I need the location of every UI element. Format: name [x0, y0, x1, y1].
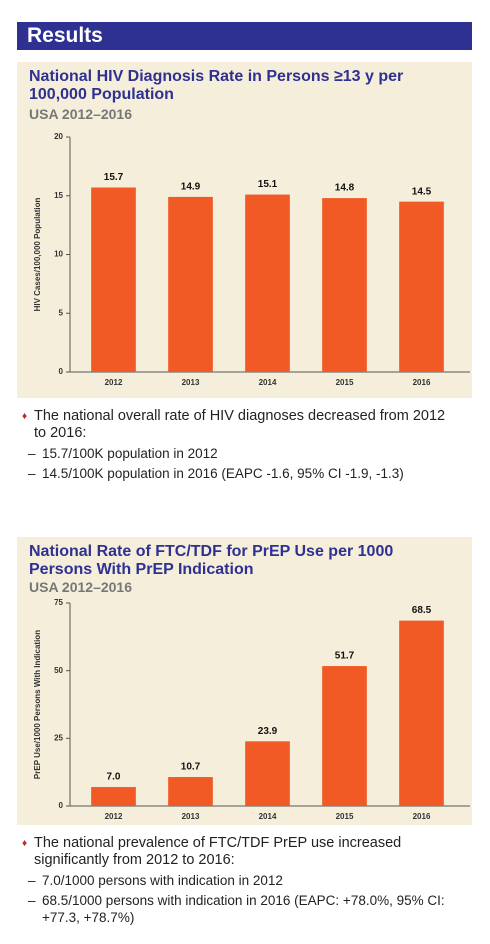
bullet-block: The national overall rate of HIV diagnos… [20, 408, 460, 482]
bar [399, 201, 444, 372]
x-tick-label: 2013 [182, 812, 200, 821]
value-label: 51.7 [335, 651, 355, 662]
bar [91, 787, 136, 806]
bar [245, 741, 290, 806]
value-label: 23.9 [258, 726, 278, 737]
y-tick-label: 0 [59, 367, 64, 376]
sub-bullet: 14.5/100K population in 2016 (EAPC -1.6,… [20, 465, 460, 482]
sub-bullet: 15.7/100K population in 2012 [20, 445, 460, 462]
value-label: 68.5 [412, 605, 432, 616]
value-label: 15.7 [104, 172, 124, 183]
bar [168, 777, 213, 806]
chart: 0 25 50 75 PrEP Use/1000 Persons With Indica… [33, 598, 470, 821]
y-tick-label: 75 [54, 598, 63, 607]
sub-bullet: 68.5/1000 persons with indication in 201… [20, 892, 460, 926]
y-axis-label: HIV Cases/100,000 Population [33, 197, 42, 311]
chart: 0 5 10 15 20 HIV Cases/100,000 Population 2012… [33, 132, 470, 387]
y-tick-label: 20 [54, 132, 63, 141]
y-tick-label: 10 [54, 250, 63, 259]
sub-bullet: 7.0/1000 persons with indication in 2012 [20, 872, 460, 889]
y-tick-label: 50 [54, 666, 63, 675]
x-tick-label: 2012 [105, 812, 123, 821]
x-tick-label: 2015 [336, 378, 354, 387]
bullet: The national overall rate of HIV diagnos… [20, 408, 460, 442]
x-tick-label: 2015 [336, 812, 354, 821]
x-tick-label: 2012 [105, 378, 123, 387]
section-header: Results [17, 22, 472, 50]
chart-subtitle: USA 2012–2016 [29, 579, 133, 595]
value-label: 15.1 [258, 179, 278, 190]
x-tick-label: 2016 [413, 812, 431, 821]
bar [245, 194, 290, 372]
chart-panel: National Rate of FTC/TDF for PrEP Use pe… [17, 537, 472, 825]
x-tick-label: 2014 [259, 812, 277, 821]
y-axis-label: PrEP Use/1000 Persons With Indication [33, 630, 42, 779]
bar [91, 187, 136, 372]
chart-title: National HIV Diagnosis Rate in Persons ≥… [29, 68, 404, 103]
x-tick-label: 2014 [259, 378, 277, 387]
value-label: 10.7 [181, 762, 201, 773]
y-tick-label: 0 [59, 801, 64, 810]
bar [322, 198, 367, 372]
value-label: 14.5 [412, 186, 432, 197]
chart-panel: National HIV Diagnosis Rate in Persons ≥… [17, 62, 472, 398]
bar [322, 666, 367, 806]
bullet-block: The national prevalence of FTC/TDF PrEP … [20, 835, 460, 926]
x-tick-label: 2016 [413, 378, 431, 387]
bar [168, 196, 213, 372]
y-tick-label: 25 [54, 733, 63, 742]
chart-title: National Rate of FTC/TDF for PrEP Use pe… [29, 543, 394, 578]
bullet: The national prevalence of FTC/TDF PrEP … [20, 835, 460, 869]
y-tick-label: 15 [54, 191, 63, 200]
y-tick-label: 5 [59, 308, 64, 317]
x-tick-label: 2013 [182, 378, 200, 387]
value-label: 14.8 [335, 183, 355, 194]
value-label: 7.0 [107, 772, 121, 783]
value-label: 14.9 [181, 182, 201, 193]
bar [399, 620, 444, 806]
chart-subtitle: USA 2012–2016 [29, 106, 133, 122]
